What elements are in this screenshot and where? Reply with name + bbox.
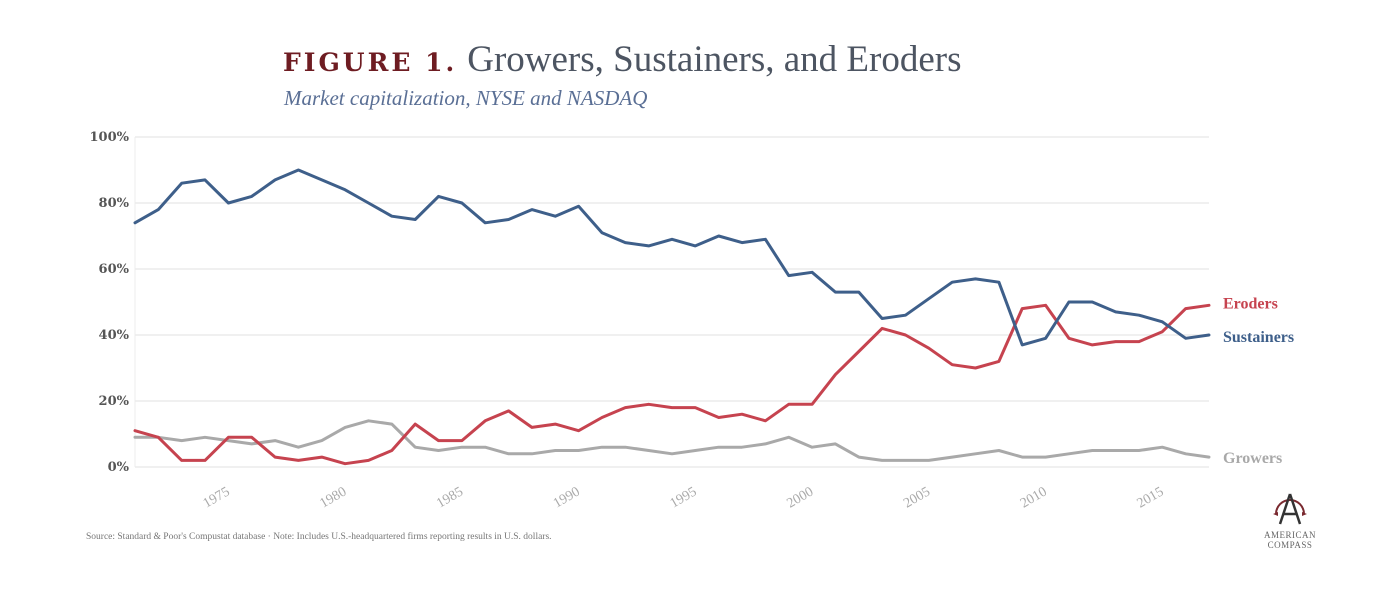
x-tick-label: 1995 xyxy=(668,484,700,511)
x-tick-label: 2005 xyxy=(901,484,933,511)
x-axis-ticks: 1975 1980 1985 1990 1995 2000 2005 2010 2015 xyxy=(201,484,1167,511)
american-compass-logo: AMERICAN COMPASS xyxy=(1250,492,1330,550)
series-line-growers xyxy=(133,419,1211,462)
y-tick-label: 80% xyxy=(99,196,130,211)
series-line-eroders xyxy=(133,303,1211,466)
compass-a-icon xyxy=(1273,493,1307,525)
chart-subtitle: Market capitalization, NYSE and NASDAQ xyxy=(284,86,648,110)
x-tick-label: 1975 xyxy=(201,484,233,511)
x-tick-label: 1980 xyxy=(318,484,350,511)
x-tick-label: 2010 xyxy=(1018,484,1050,511)
series-label-eroders: Eroders xyxy=(1223,295,1278,312)
x-tick-label: 1990 xyxy=(551,484,583,511)
figure-title: Growers, Sustainers, and Eroders xyxy=(467,39,962,80)
series-label-sustainers: Sustainers xyxy=(1223,329,1294,346)
y-tick-label: 60% xyxy=(99,262,130,277)
x-tick-label: 2000 xyxy=(784,484,816,511)
series-lines xyxy=(133,168,1211,466)
y-axis-ticks: 0% 20% 40% 60% 80% 100% xyxy=(90,130,130,475)
series-line-sustainers xyxy=(133,168,1211,347)
series-label-growers: Growers xyxy=(1223,450,1282,467)
y-tick-label: 0% xyxy=(108,460,130,475)
logo-text-line2: COMPASS xyxy=(1267,540,1313,550)
series-labels: Sustainers Eroders Growers xyxy=(1223,295,1294,467)
figure-label: FIGURE 1. xyxy=(283,48,458,77)
x-tick-label: 1985 xyxy=(434,484,466,511)
logo-text-line1: AMERICAN xyxy=(1263,530,1316,540)
chart-title: FIGURE 1. Growers, Sustainers, and Eroder… xyxy=(283,38,961,81)
x-tick-label: 2015 xyxy=(1135,484,1167,511)
source-note: Source: Standard & Poor's Compustat data… xyxy=(86,532,552,542)
y-tick-label: 20% xyxy=(99,394,130,409)
gridlines xyxy=(134,136,1209,468)
y-tick-label: 40% xyxy=(99,328,130,343)
y-tick-label: 100% xyxy=(90,130,130,145)
